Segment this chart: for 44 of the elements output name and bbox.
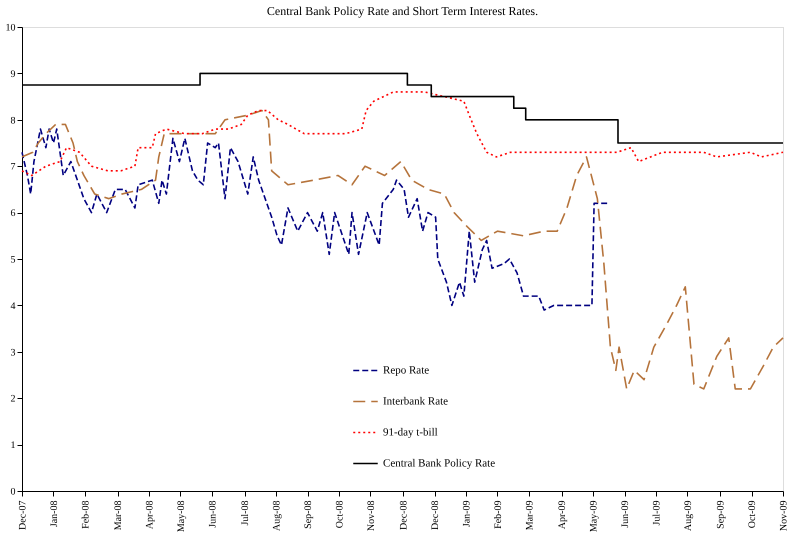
x-tick-label: Jun-08: [207, 500, 218, 528]
y-tick-label: 5: [10, 254, 16, 266]
x-tick-label: Sep-09: [716, 500, 727, 529]
y-tick-label: 4: [10, 300, 16, 312]
x-tick-label: Apr-09: [557, 500, 568, 530]
x-tick-label: Jul-09: [651, 500, 662, 526]
line-series: [21, 91, 784, 176]
chart-title: Central Bank Policy Rate and Short Term Interest Rates.: [266, 4, 538, 18]
x-tick-label: Oct-08: [334, 500, 346, 528]
x-tick-label: Nov-08: [366, 500, 377, 532]
legend-label: Interbank Rate: [383, 396, 448, 408]
x-tick-label: Jul-08: [240, 500, 252, 526]
y-tick-label: 6: [10, 208, 16, 220]
x-tick-label: Mar-08: [113, 500, 124, 530]
x-tick-label: Jun-09: [620, 500, 632, 528]
x-tick-label: Jan-09: [462, 500, 473, 528]
line-series: [21, 128, 608, 311]
x-tick-label: Dec-08: [398, 500, 410, 530]
x-tick-label: Dec-07: [18, 500, 28, 530]
x-tick-label: Feb-09: [492, 500, 504, 529]
x-tick-label: Aug-09: [682, 500, 694, 532]
y-tick-label: 0: [10, 486, 16, 498]
y-tick-label: 1: [10, 440, 16, 452]
x-tick-label: May-09: [588, 500, 600, 532]
x-tick-label: Oct-09: [747, 500, 758, 528]
x-tick-label: Nov-09: [778, 500, 790, 532]
x-tick-label: May-08: [176, 500, 187, 532]
x-tick-label: Jan-08: [48, 500, 60, 528]
x-tick-label: Sep-08: [303, 500, 314, 529]
x-tick-label: Apr-08: [144, 500, 156, 530]
y-tick-label: 7: [10, 162, 16, 173]
y-tick-label: 10: [6, 22, 16, 34]
line-series: [21, 110, 784, 390]
x-tick-label: Feb-08: [80, 500, 92, 529]
y-tick-label: 9: [10, 68, 16, 80]
y-tick-label: 3: [10, 347, 16, 358]
y-tick-label: 2: [10, 394, 16, 405]
legend-label: Central Bank Policy Rate: [383, 458, 496, 470]
x-tick-label: Dec-08: [430, 500, 442, 530]
legend-label: Repo Rate: [383, 364, 430, 376]
y-tick-label: 8: [10, 115, 16, 126]
x-tick-label: Aug-08: [272, 500, 283, 532]
legend-label: 91-day t-bill: [383, 426, 438, 438]
x-tick-label: Mar-09: [524, 500, 536, 530]
